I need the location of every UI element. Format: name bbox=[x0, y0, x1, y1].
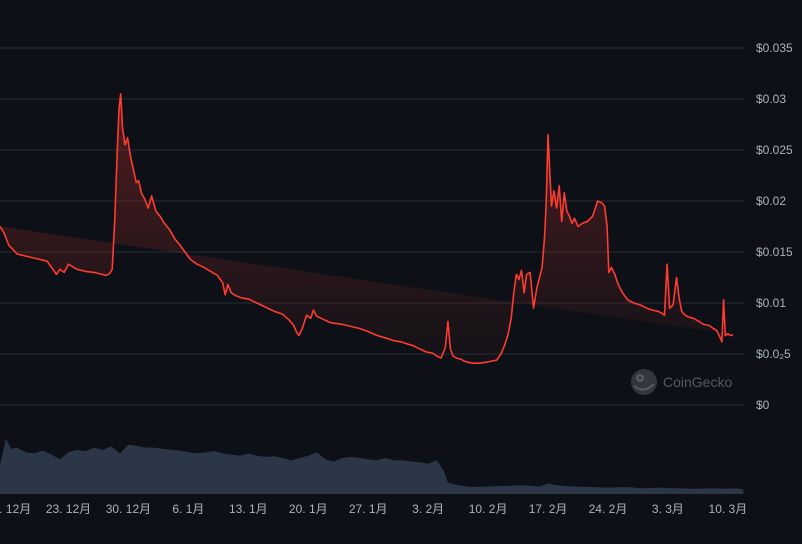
y-tick-label: $0.015 bbox=[756, 245, 793, 259]
y-tick-label: $0.02 bbox=[756, 194, 786, 208]
x-tick-label: 27. 1月 bbox=[349, 502, 388, 516]
y-tick-label: $0.035 bbox=[756, 41, 793, 55]
coingecko-logo-icon bbox=[631, 369, 657, 395]
coingecko-watermark: CoinGecko bbox=[631, 369, 732, 395]
price-area-fill bbox=[0, 93, 733, 364]
x-tick-label: 24. 2月 bbox=[589, 502, 628, 516]
x-tick-label: 3. 3月 bbox=[652, 502, 684, 516]
x-tick-label: 16. 12月 bbox=[0, 502, 31, 516]
y-tick-label: $0 bbox=[756, 398, 770, 412]
x-axis-ticks: 16. 12月 23. 12月 30. 12月 6. 1月 13. 1月 20. 1月 27… bbox=[0, 502, 747, 516]
watermark-text: CoinGecko bbox=[663, 374, 732, 390]
y-tick-label: $0.025 bbox=[756, 143, 793, 157]
price-series bbox=[0, 93, 734, 364]
x-tick-label: 23. 12月 bbox=[46, 502, 91, 516]
x-tick-label: 13. 1月 bbox=[229, 502, 268, 516]
volume-area-path bbox=[0, 438, 744, 494]
x-tick-label: 10. 2月 bbox=[469, 502, 508, 516]
x-tick-label: 17. 2月 bbox=[529, 502, 568, 516]
x-tick-label: 6. 1月 bbox=[172, 502, 204, 516]
y-tick-label: $0.03 bbox=[756, 92, 786, 106]
price-line bbox=[0, 93, 734, 364]
y-tick-label: $0.0₂5 bbox=[756, 347, 791, 361]
x-tick-label: 3. 2月 bbox=[412, 502, 444, 516]
volume-area bbox=[0, 438, 744, 494]
y-tick-label: $0.01 bbox=[756, 296, 786, 310]
x-tick-label: 20. 1月 bbox=[289, 502, 328, 516]
x-tick-label: 30. 12月 bbox=[106, 502, 151, 516]
gridlines bbox=[0, 47, 745, 406]
y-axis-ticks: $0.035 $0.03 $0.025 $0.02 $0.015 $0.01 $0.0₂5 $… bbox=[756, 41, 793, 412]
x-tick-label: 10. 3月 bbox=[709, 502, 748, 516]
